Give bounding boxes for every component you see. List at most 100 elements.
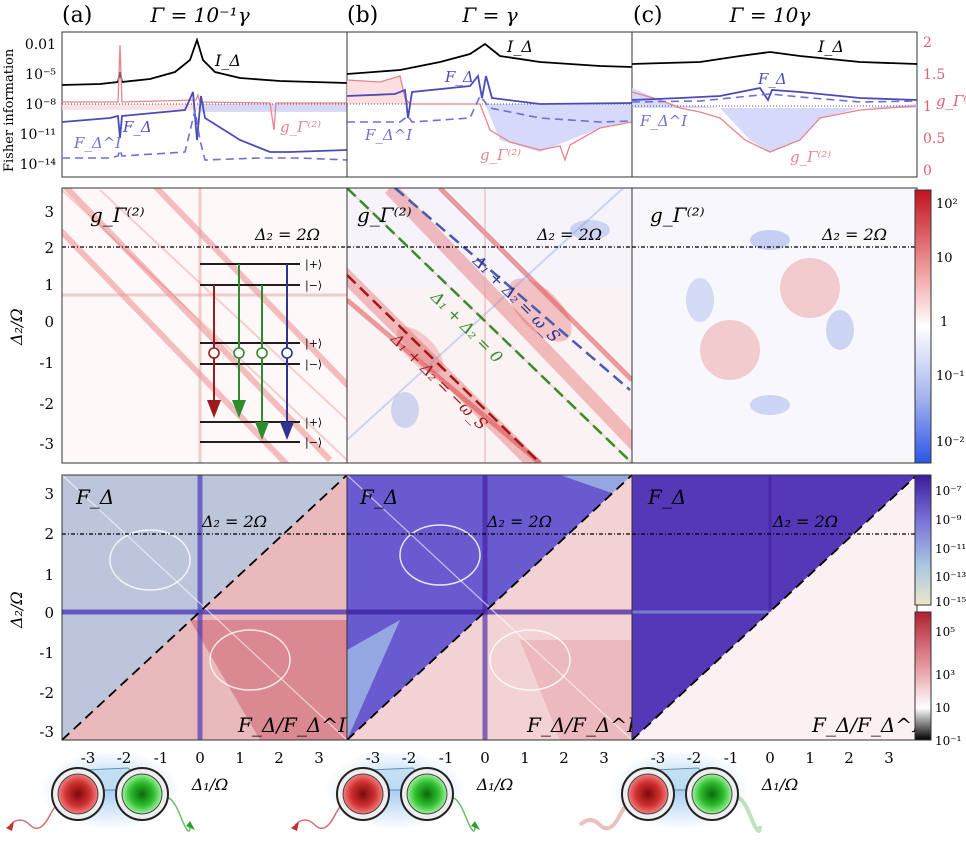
x-tick: 3 [599, 749, 609, 767]
label-FI-a: F_Δ^I [73, 134, 122, 152]
top-panel-c: I_Δ F_Δ F_Δ^I g_Γ⁽²⁾ [631, 31, 918, 178]
y2-tick: 1.5 [923, 67, 945, 83]
level-label: |−⟩ [305, 358, 322, 372]
cb-tick: 10⁻¹ [935, 734, 961, 748]
x-tick: 0 [480, 749, 490, 767]
x-tick: -2 [687, 749, 702, 767]
x-ticks-b: -3 -2 -1 0 1 2 3 [366, 749, 609, 767]
fisher-map-a [62, 475, 347, 740]
top-panel-a: I_Δ F_Δ F_Δ^I g_Γ⁽²⁾ [61, 31, 348, 178]
line-label-bot-a: Δ₂ = 2Ω [201, 512, 267, 531]
top-panel-b: I_Δ F_Δ F_Δ^I g_Γ⁽²⁾ [346, 31, 633, 178]
y-tick: -3 [39, 435, 54, 453]
atom-illustration-c [578, 750, 762, 834]
label-FI-b: F_Δ^I [364, 126, 413, 144]
cb-tick: 10⁻¹¹ [935, 542, 966, 556]
y-tick: 10⁻⁸ [25, 97, 56, 113]
y2-tick: 0 [923, 163, 932, 179]
level-label: |−⟩ [305, 436, 322, 450]
fisher-info-ylabel: Fisher information [2, 48, 17, 172]
label-I-b: I_Δ [506, 37, 533, 56]
panel-label-c: (c) [633, 3, 663, 28]
y2-tick: 1 [923, 99, 932, 115]
x-tick: 1 [235, 749, 245, 767]
panel-label-a: (a) [62, 3, 92, 28]
label-I-a: I_Δ [214, 51, 241, 70]
x-tick: 2 [844, 749, 854, 767]
bottom-ylabel: Δ₂/Ω [7, 591, 26, 629]
label-F-b: F_Δ [444, 68, 474, 86]
bottom-y-ticks: 3 2 1 0 -1 -2 -3 [39, 485, 54, 741]
x-tick: -1 [154, 749, 169, 767]
column-title-b: Γ = γ [461, 3, 517, 27]
y-tick: 2 [44, 525, 54, 543]
colorbar-fisher: 10⁻⁷ 10⁻⁹ 10⁻¹¹ 10⁻¹³ 10⁻¹⁵ [914, 474, 966, 609]
xlabel-b: Δ₁/Ω [476, 775, 514, 794]
cb-tick: 10 [935, 701, 950, 715]
label-g2-a: g_Γ⁽²⁾ [280, 118, 321, 136]
y-tick: 10⁻¹⁴ [20, 157, 57, 173]
x-ticks-a: -3 -2 -1 0 1 2 3 [81, 749, 324, 767]
atom-illustration-b [291, 750, 480, 832]
y-tick: -3 [39, 723, 54, 741]
colorbar-g2: 10² 10 1 10⁻¹ 10⁻² [914, 189, 965, 464]
atom-illustration-a [6, 750, 195, 832]
x-tick: 0 [195, 749, 205, 767]
cb-tick: 10⁻¹⁵ [935, 595, 966, 609]
y-tick: 0 [44, 604, 54, 622]
x-tick: -3 [366, 749, 381, 767]
column-title-c: Γ = 10γ [729, 3, 811, 27]
top-left-ticks: 0.01 10⁻⁵ 10⁻⁸ 10⁻¹¹ 10⁻¹⁴ [20, 37, 57, 173]
ratio-label-a: F_Δ/F_Δ^I [237, 713, 347, 737]
g2-map-a [62, 188, 347, 463]
cb-tick: 10⁻² [936, 435, 965, 450]
x-tick: 2 [559, 749, 569, 767]
y-tick: -2 [39, 684, 54, 702]
y2-tick: 0.5 [923, 131, 945, 147]
g2-label-a: g_Γ⁽²⁾ [90, 203, 145, 227]
y-tick: -1 [39, 354, 54, 372]
level-label: |+⟩ [305, 258, 322, 272]
y-tick: 3 [44, 203, 54, 221]
cb-tick: 10² [936, 197, 958, 212]
g2-label-c: g_Γ⁽²⁾ [650, 203, 705, 227]
y-tick: 1 [44, 566, 54, 584]
g2-map-c [632, 188, 917, 463]
y-tick: 10⁻¹¹ [20, 127, 56, 143]
y-tick: -1 [39, 644, 54, 662]
label-F-a: F_Δ [122, 118, 152, 136]
x-tick: 3 [884, 749, 894, 767]
label-I-c: I_Δ [817, 37, 844, 56]
y-tick: 10⁻⁵ [25, 67, 56, 83]
level-label: |+⟩ [305, 337, 322, 351]
y-tick: -2 [39, 395, 54, 413]
label-FI-c: F_Δ^I [639, 112, 688, 130]
g2-label-b: g_Γ⁽²⁾ [357, 203, 412, 227]
label-g2-c: g_Γ⁽²⁾ [790, 148, 831, 166]
transition-arrow-green-2 [255, 285, 269, 440]
y2-tick: 2 [923, 35, 932, 51]
y-tick: 0.01 [25, 37, 56, 53]
cb-tick: 1 [940, 315, 948, 330]
colorbar-ratio: 10⁵ 10³ 10 10⁻¹ [914, 611, 961, 748]
top-right-ticks: 2 1.5 1 0.5 0 [923, 35, 945, 179]
label-g2-b: g_Γ⁽²⁾ [480, 146, 521, 164]
middle-y-ticks: 3 2 1 0 -1 -2 -3 [39, 203, 54, 453]
xlabel-c: Δ₁/Ω [761, 775, 799, 794]
ratio-label-b: F_Δ/F_Δ^I [526, 713, 636, 737]
line-label-c: Δ₂ = 2Ω [821, 225, 887, 244]
fisher-map-c [632, 475, 917, 740]
ratio-label-c: F_Δ/F_Δ^I [811, 713, 921, 737]
x-tick: -3 [651, 749, 666, 767]
g2-right-label: g_Γ⁽²⁾ [936, 92, 966, 110]
x-tick: 2 [274, 749, 284, 767]
y-tick: 1 [44, 276, 54, 294]
line-label-a: Δ₂ = 2Ω [254, 225, 320, 244]
x-tick: 1 [520, 749, 530, 767]
column-title-a: Γ = 10⁻¹γ [149, 3, 249, 27]
cb-tick: 10⁵ [935, 625, 955, 639]
line-label-bot-c: Δ₂ = 2Ω [772, 512, 838, 531]
line-label-bot-b: Δ₂ = 2Ω [486, 512, 552, 531]
level-label: |+⟩ [305, 416, 322, 430]
transition-arrow-green-1 [232, 264, 246, 418]
